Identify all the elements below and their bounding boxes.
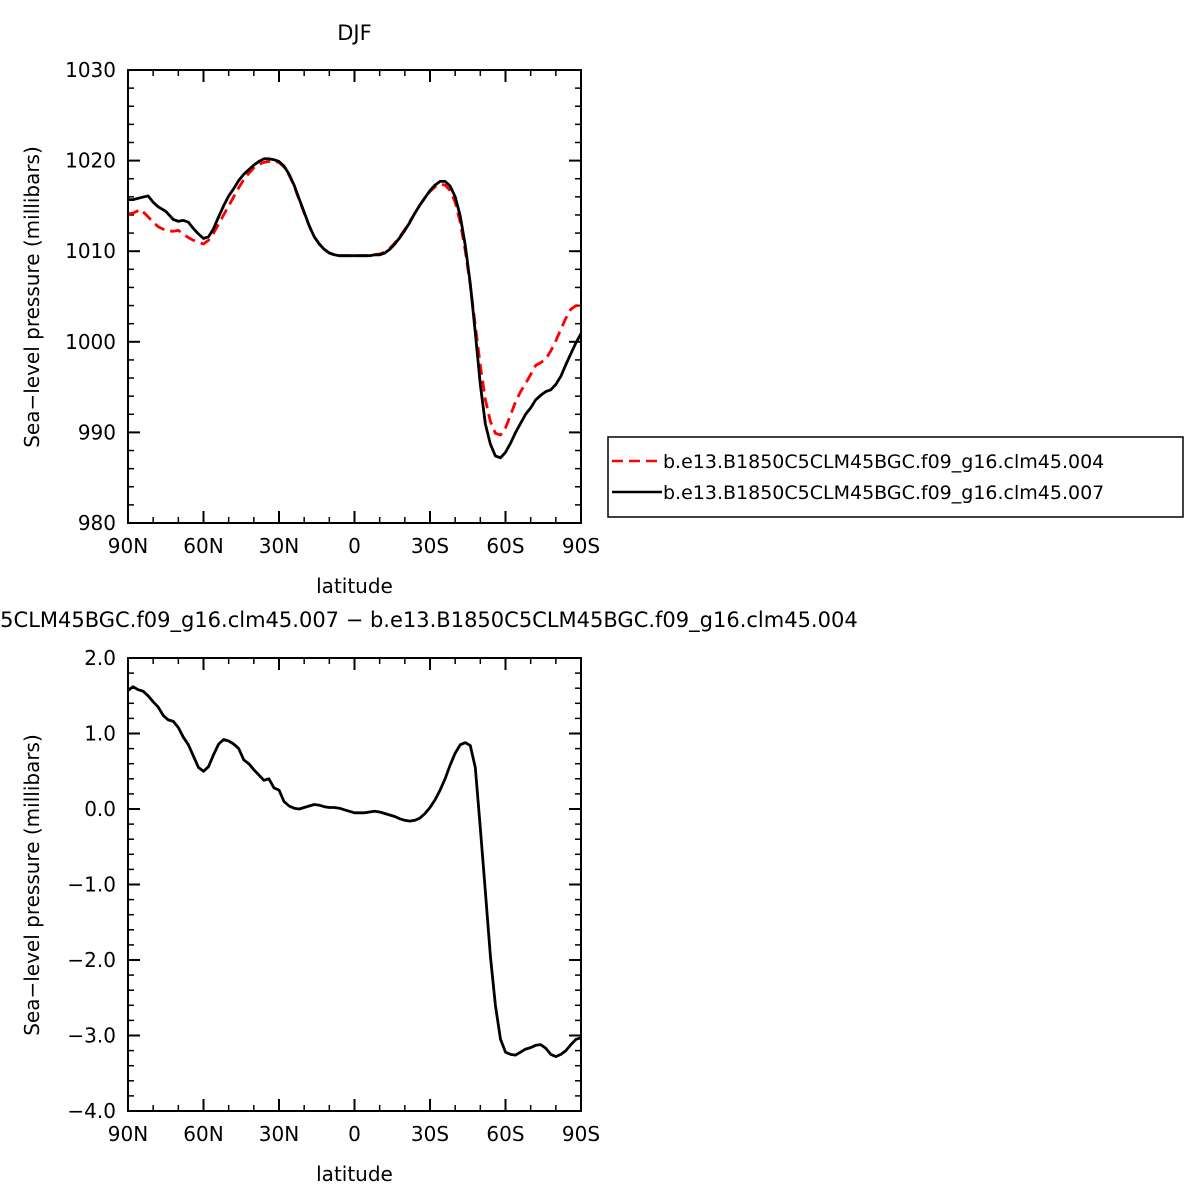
y-tick-label: 980 <box>78 511 116 535</box>
x-tick-label: 30N <box>259 534 299 558</box>
y-tick-label: −4.0 <box>67 1099 116 1123</box>
bottom-panel-x-axis-label: latitude <box>316 1162 393 1186</box>
bottom-panel-frame <box>127 657 582 1112</box>
y-tick-label: 1010 <box>65 239 116 263</box>
y-tick-label: 1000 <box>65 330 116 354</box>
top-panel-y-axis-label: Sea−level pressure (millibars) <box>20 146 44 448</box>
x-tick-label: 60S <box>486 534 524 558</box>
legend-label-007: b.e13.B1850C5CLM45BGC.f09_g16.clm45.007 <box>663 482 1104 504</box>
bottom-panel-y-axis-label: Sea−level pressure (millibars) <box>20 734 44 1036</box>
bottom-panel-y-tick-labels: 2.0 1.0 0.0 −1.0 −2.0 −3.0 −4.0 <box>67 646 116 1123</box>
legend: b.e13.B1850C5CLM45BGC.f09_g16.clm45.004 … <box>607 436 1184 518</box>
y-tick-label: −2.0 <box>67 948 116 972</box>
series-line-1 <box>128 157 581 460</box>
y-tick-label: 0.0 <box>84 797 116 821</box>
x-tick-label: 90S <box>562 1122 600 1146</box>
y-tick-label: 1020 <box>65 149 116 173</box>
y-tick-label: 2.0 <box>84 646 116 670</box>
bottom-panel-title: b.e13.B1850C5CLM45BGC.f09_g16.clm45.007 … <box>0 608 858 633</box>
x-tick-label: 30S <box>411 1122 449 1146</box>
x-tick-label: 90N <box>108 1122 148 1146</box>
bottom-panel-series <box>128 685 581 1058</box>
x-tick-label: 60S <box>486 1122 524 1146</box>
top-panel-frame <box>127 69 582 524</box>
top-panel-x-axis-label: latitude <box>316 574 393 598</box>
top-panel-title: DJF <box>337 21 371 45</box>
x-tick-label: 90S <box>562 534 600 558</box>
y-tick-label: 1030 <box>65 58 116 82</box>
bottom-panel-x-tick-labels: 90N 60N 30N 0 30S 60S 90S <box>108 1122 600 1146</box>
top-panel-y-tick-labels: 980 990 1000 1010 1020 1030 <box>65 58 116 535</box>
y-tick-label: −1.0 <box>67 873 116 897</box>
top-panel-x-tick-labels: 90N 60N 30N 0 30S 60S 90S <box>108 534 600 558</box>
legend-box <box>607 436 1184 518</box>
y-tick-label: 990 <box>78 420 116 444</box>
y-tick-label: 1.0 <box>84 722 116 746</box>
x-tick-label: 90N <box>108 534 148 558</box>
top-panel-series <box>128 157 581 460</box>
y-tick-label: −3.0 <box>67 1024 116 1048</box>
series-line-0 <box>128 685 581 1058</box>
bottom-panel-ticks <box>127 657 582 1112</box>
x-tick-label: 60N <box>183 1122 223 1146</box>
x-tick-label: 60N <box>183 534 223 558</box>
series-line-0 <box>128 160 581 437</box>
top-panel-ticks <box>127 69 582 524</box>
x-tick-label: 0 <box>348 534 361 558</box>
top-panel: DJF 90N 60N 30N 0 30S 60S 90S 980 990 1000 1010 10… <box>20 21 600 598</box>
bottom-panel: b.e13.B1850C5CLM45BGC.f09_g16.clm45.007 … <box>0 608 858 1186</box>
legend-label-004: b.e13.B1850C5CLM45BGC.f09_g16.clm45.004 <box>663 451 1104 473</box>
x-tick-label: 30N <box>259 1122 299 1146</box>
x-tick-label: 0 <box>348 1122 361 1146</box>
x-tick-label: 30S <box>411 534 449 558</box>
